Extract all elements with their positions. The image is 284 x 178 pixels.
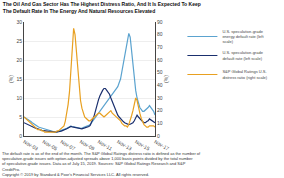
svg-text:90: 90 — [157, 19, 163, 25]
svg-text:Nov-15: Nov-15 — [134, 138, 151, 151]
svg-text:Nov-09: Nov-09 — [79, 138, 96, 151]
svg-text:0: 0 — [19, 133, 22, 139]
svg-text:30: 30 — [16, 19, 22, 25]
svg-text:Nov-17: Nov-17 — [153, 138, 170, 151]
svg-text:(%): (%) — [8, 75, 14, 83]
svg-text:5: 5 — [19, 114, 22, 120]
svg-text:10: 10 — [16, 95, 22, 101]
svg-text:Nov-05: Nov-05 — [42, 138, 59, 151]
svg-text:50: 50 — [157, 69, 163, 75]
svg-text:U.S. speculative-gradedefault: U.S. speculative-gradedefault rate (left… — [222, 50, 263, 60]
svg-text:60: 60 — [157, 57, 163, 63]
svg-text:40: 40 — [157, 82, 163, 88]
svg-text:Nov-11: Nov-11 — [97, 138, 114, 151]
svg-text:70: 70 — [157, 44, 163, 50]
svg-text:Nov-13: Nov-13 — [116, 138, 133, 151]
svg-text:25: 25 — [16, 38, 22, 44]
svg-text:The default rate is as of the: The default rate is as of the end of the… — [2, 151, 201, 177]
svg-text:Nov-07: Nov-07 — [59, 138, 76, 151]
svg-text:10: 10 — [157, 120, 163, 126]
svg-text:80: 80 — [157, 31, 163, 37]
svg-text:(%): (%) — [163, 75, 169, 83]
svg-text:Nov-03: Nov-03 — [22, 138, 39, 151]
svg-text:15: 15 — [16, 76, 22, 82]
svg-text:0: 0 — [157, 133, 160, 139]
svg-text:U.S. speculative-gradeenergy d: U.S. speculative-gradeenergy default rat… — [222, 29, 264, 44]
svg-text:30: 30 — [157, 95, 163, 101]
svg-text:The Oil And Gas Sector Has The: The Oil And Gas Sector Has The Highest D… — [3, 1, 201, 14]
svg-text:S&P Global Ratings U.S.distres: S&P Global Ratings U.S.distress ratio (r… — [222, 69, 267, 79]
svg-text:20: 20 — [157, 107, 163, 113]
svg-text:20: 20 — [16, 57, 22, 63]
